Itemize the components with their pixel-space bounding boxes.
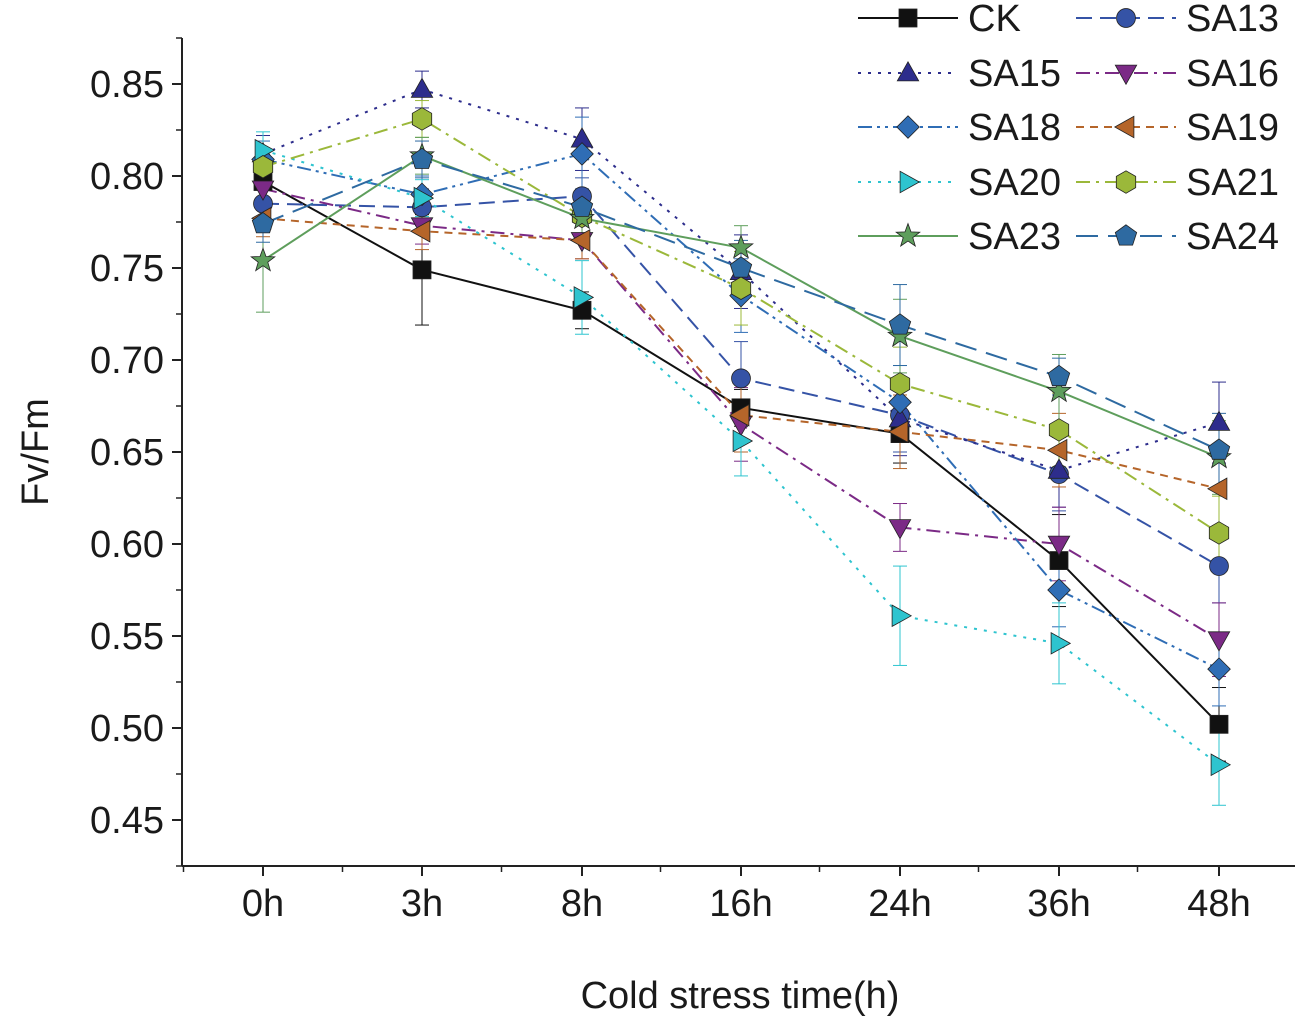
point-sa16-48h — [1207, 631, 1231, 652]
y-tick-label: 0.80 — [90, 156, 164, 198]
y-tick-label: 0.75 — [90, 248, 164, 290]
legend-item-sa19: SA19 — [1076, 107, 1279, 149]
y-tick-label: 0.45 — [90, 800, 164, 842]
legend-label: CK — [968, 0, 1021, 40]
point-sa24-16h — [729, 256, 753, 278]
point-sa19-36h — [1046, 438, 1068, 462]
y-tick-label: 0.85 — [90, 64, 164, 106]
point-sa18-24h — [888, 390, 912, 415]
point-sa20-3h — [413, 186, 435, 210]
point-sa18-8h — [570, 142, 594, 166]
legend-label: SA24 — [1186, 216, 1279, 258]
x-tick-label: 24h — [868, 883, 931, 925]
point-sa19-8h — [569, 229, 591, 252]
point-sa24-3h — [410, 147, 434, 169]
point-sa18-36h — [1047, 578, 1071, 602]
legend-item-ck: CK — [858, 0, 1021, 40]
legend-marker — [1114, 224, 1138, 246]
legend-marker — [1116, 8, 1136, 28]
point-sa13-16h — [731, 368, 751, 389]
point-sa24-48h — [1207, 438, 1231, 460]
legend-item-sa16: SA16 — [1076, 53, 1279, 95]
legend-label: SA16 — [1186, 53, 1279, 95]
x-tick-label: 48h — [1187, 883, 1250, 925]
x-tick-label: 0h — [242, 883, 284, 925]
point-sa16-36h — [1047, 535, 1071, 557]
point-sa21-0h — [252, 155, 274, 179]
point-sa20-16h — [732, 429, 754, 453]
y-tick-label: 0.55 — [90, 616, 164, 658]
point-ck-3h — [412, 260, 432, 280]
point-sa23-8h — [569, 204, 595, 230]
point-sa16-24h — [888, 519, 912, 540]
y-tick-label: 0.50 — [90, 708, 164, 750]
legend-label: SA19 — [1186, 107, 1279, 149]
point-sa24-36h — [1047, 364, 1071, 387]
point-sa21-3h — [411, 107, 433, 131]
point-sa24-8h — [570, 195, 594, 217]
point-sa15-3h — [410, 77, 434, 98]
legend-item-sa24: SA24 — [1076, 216, 1279, 258]
series-markers-layer — [250, 77, 1232, 777]
legend-label: SA18 — [968, 107, 1061, 149]
point-sa19-24h — [887, 420, 909, 444]
legend-marker — [899, 170, 921, 194]
legend-label: SA13 — [1186, 0, 1279, 40]
point-sa23-0h — [250, 247, 276, 272]
y-tick-label: 0.65 — [90, 432, 164, 474]
legend-marker — [898, 8, 918, 28]
point-sa16-0h — [251, 180, 275, 201]
x-tick-label: 3h — [401, 883, 443, 925]
legend-marker — [1114, 64, 1138, 86]
point-sa23-36h — [1046, 377, 1072, 403]
point-sa20-8h — [573, 286, 595, 309]
legend-item-sa23: SA23 — [858, 216, 1061, 258]
x-tick-label: 8h — [561, 883, 603, 925]
axes-layer: 0.45 0.50 0.55 0.60 0.65 0.70 0.75 0.80 0.85 0h 3h… — [15, 37, 1295, 1017]
point-sa21-24h — [889, 372, 911, 396]
point-sa21-48h — [1208, 521, 1230, 545]
legend-marker — [896, 60, 920, 82]
point-sa23-24h — [887, 322, 913, 348]
point-ck-48h — [1209, 714, 1229, 734]
point-sa23-16h — [728, 234, 754, 259]
point-sa24-24h — [888, 313, 912, 335]
point-sa24-0h — [251, 212, 275, 234]
point-sa15-48h — [1207, 410, 1231, 431]
legend-label: SA21 — [1186, 162, 1279, 204]
legend-item-sa15: SA15 — [858, 53, 1061, 95]
x-tick-label: 36h — [1027, 883, 1090, 925]
x-tick-label: 16h — [709, 883, 772, 925]
legend-item-sa13: SA13 — [1076, 0, 1279, 40]
legend-marker — [895, 222, 921, 247]
point-sa15-36h — [1047, 458, 1071, 479]
point-sa19-16h — [728, 403, 750, 427]
point-sa20-36h — [1050, 632, 1072, 655]
legend-marker — [896, 115, 920, 139]
y-tick-label: 0.60 — [90, 524, 164, 566]
legend-item-sa18: SA18 — [858, 107, 1061, 149]
legend-label: SA15 — [968, 53, 1061, 95]
point-sa18-48h — [1207, 657, 1231, 681]
point-sa20-0h — [254, 138, 276, 162]
y-tick-label: 0.70 — [90, 340, 164, 382]
legend-item-sa20: SA20 — [858, 162, 1061, 204]
y-axis-title: Fv/Fm — [15, 398, 57, 506]
legend-marker — [1115, 170, 1137, 194]
legend: CK SA13 SA15 SA16 SA18 SA19 SA20 SA21 SA23 SA24 — [858, 0, 1279, 258]
x-axis-title: Cold stress time(h) — [581, 975, 900, 1017]
point-sa20-24h — [891, 604, 913, 628]
legend-marker — [1113, 115, 1135, 139]
point-sa21-36h — [1048, 418, 1070, 442]
point-sa13-48h — [1209, 556, 1229, 576]
point-sa19-48h — [1206, 477, 1228, 501]
point-sa21-16h — [730, 276, 752, 300]
legend-label: SA20 — [968, 162, 1061, 204]
legend-item-sa21: SA21 — [1076, 162, 1279, 204]
point-sa20-48h — [1210, 753, 1232, 777]
legend-label: SA23 — [968, 216, 1061, 258]
point-sa19-3h — [409, 219, 431, 243]
